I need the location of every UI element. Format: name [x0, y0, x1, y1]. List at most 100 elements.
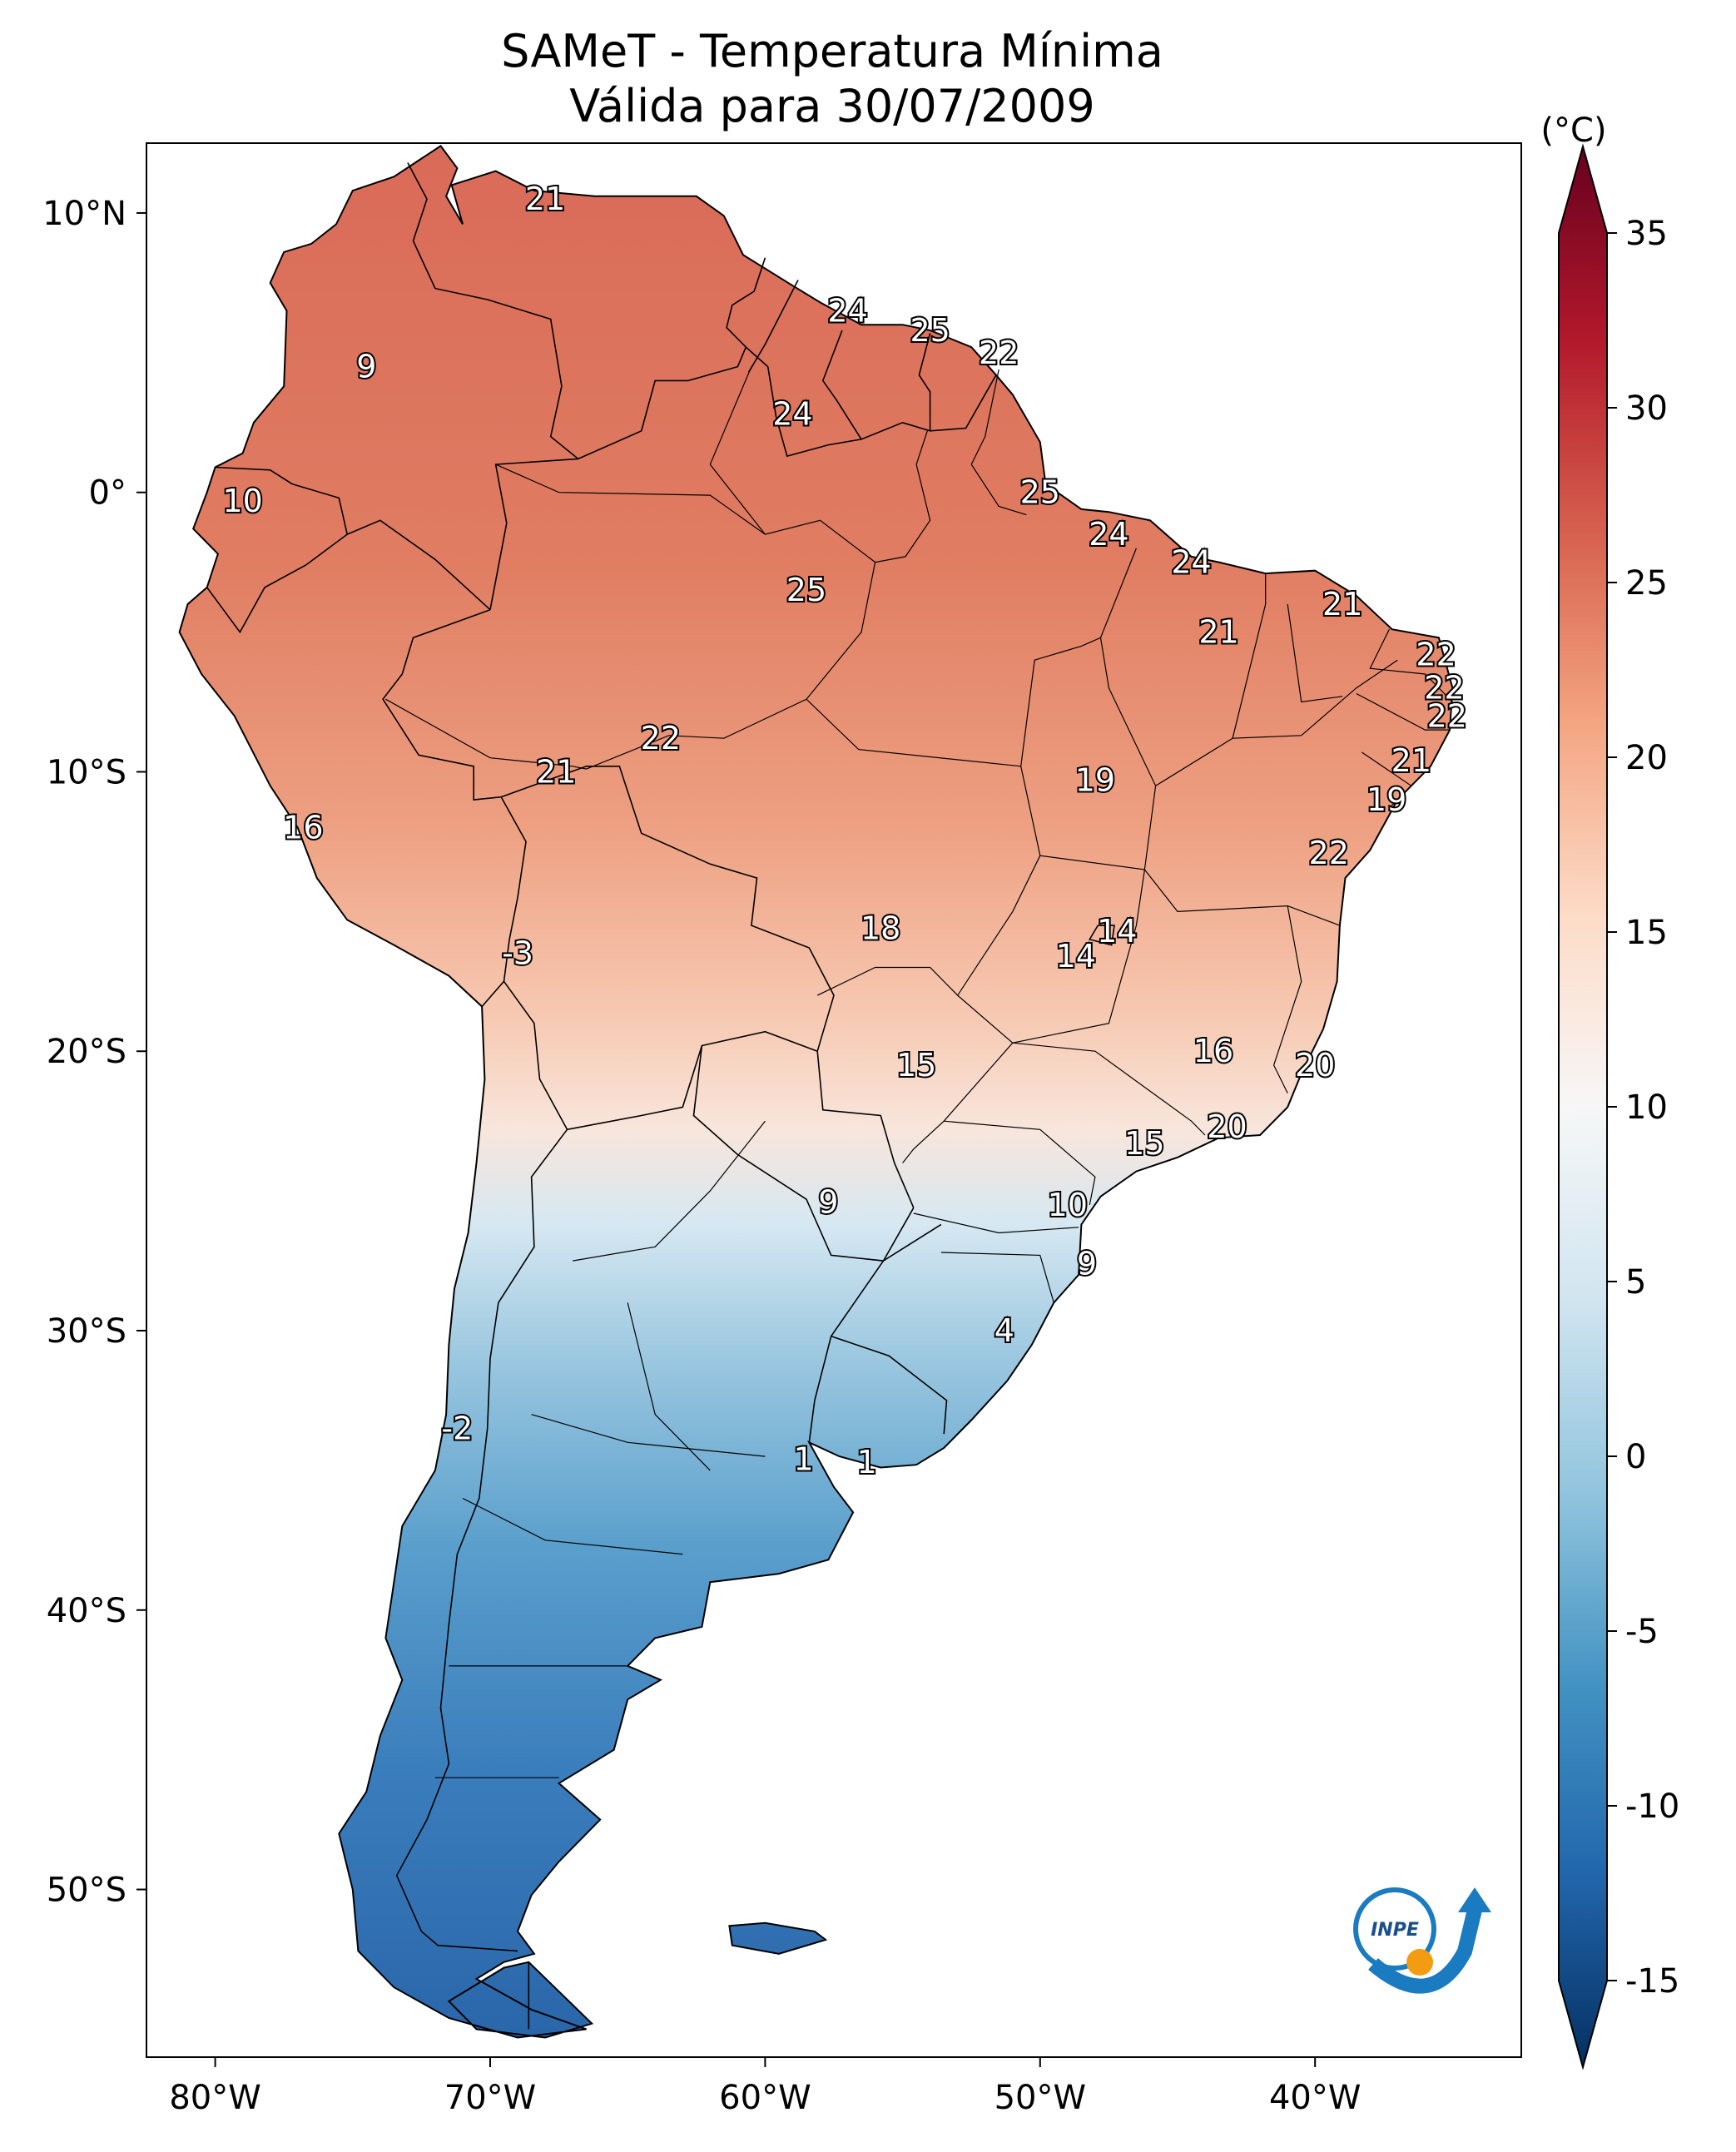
station-label: -2: [441, 1411, 473, 1447]
station-label: 9: [356, 349, 376, 385]
station-label: 10: [222, 483, 262, 519]
state-border: [1369, 628, 1453, 702]
country-border: [567, 1030, 818, 1131]
station-label: -3: [502, 935, 533, 972]
station-label: 20: [1207, 1108, 1247, 1145]
state-border: [572, 1120, 766, 1262]
state-border: [913, 1212, 1079, 1234]
x-tick-label: 80°W: [169, 2079, 260, 2117]
state-border: [1356, 692, 1451, 731]
colorbar-tick-label: 0: [1625, 1438, 1646, 1476]
colorbar-tick-label: 20: [1625, 739, 1668, 777]
station-label: 4: [994, 1312, 1014, 1349]
colorbar-tick-label: -10: [1625, 1788, 1679, 1826]
y-axis-ticks: 10°N 0° 10°S 20°S 30°S 40°S 50°S: [42, 195, 146, 1910]
country-border: [816, 1051, 915, 1208]
map-title: SAMeT - Temperatura Mínima: [501, 25, 1163, 77]
y-tick-label: 50°S: [47, 1872, 126, 1910]
state-border: [1020, 548, 1137, 766]
state-border: [1233, 659, 1398, 739]
station-label: 22: [979, 335, 1019, 371]
station-label: 22: [1309, 835, 1349, 871]
state-border: [627, 1302, 711, 1471]
country-border: [346, 519, 491, 611]
station-label: 16: [1193, 1033, 1233, 1069]
y-tick-label: 10°N: [42, 195, 126, 233]
station-label: 21: [1391, 742, 1431, 779]
state-border: [1272, 905, 1302, 1093]
state-border: [709, 366, 766, 535]
colorbar-scale: [1558, 143, 1608, 2070]
state-border: [816, 966, 959, 996]
station-label: 21: [1322, 586, 1362, 622]
station-label: 1: [794, 1440, 814, 1477]
y-tick-label: 40°S: [47, 1592, 126, 1630]
x-tick-label: 50°W: [994, 2079, 1086, 2117]
x-tick-label: 60°W: [719, 2079, 811, 2117]
y-tick-label: 30°S: [47, 1312, 126, 1351]
country-border: [745, 346, 997, 458]
y-tick-label: 0°: [89, 474, 126, 513]
country-border: [395, 1128, 568, 1952]
inpe-logo: INPE: [1353, 1887, 1491, 1994]
colorbar-tick-label: 25: [1625, 564, 1668, 602]
colorbar-tick-label: 10: [1625, 1088, 1668, 1127]
state-border: [1143, 869, 1341, 926]
state-border: [970, 369, 1027, 516]
station-label: 24: [827, 292, 867, 329]
state-border: [531, 1414, 766, 1457]
station-label: 22: [1427, 697, 1467, 734]
station-label: 15: [1124, 1125, 1164, 1162]
state-border: [902, 1042, 1014, 1163]
station-label: 25: [1020, 474, 1060, 511]
state-border: [586, 698, 1021, 770]
country-border: [1089, 925, 1115, 946]
x-tick-label: 40°W: [1269, 2079, 1361, 2117]
country-borders: [206, 162, 1453, 2030]
station-label: 21: [536, 753, 576, 790]
x-tick-label: 70°W: [444, 2079, 536, 2117]
country-border: [726, 257, 766, 348]
station-label: 16: [283, 810, 323, 846]
station-label: 24: [1089, 516, 1128, 553]
colorbar-tick-label: 35: [1625, 215, 1668, 253]
state-border: [1020, 637, 1157, 870]
station-label: 24: [772, 396, 812, 433]
country-border: [831, 1335, 948, 1435]
state-border: [385, 698, 587, 770]
country-border: [578, 346, 747, 460]
colorbar-tick-label: 30: [1625, 389, 1668, 428]
station-label: 25: [786, 572, 826, 608]
state-border: [944, 1120, 1096, 1206]
state-border: [495, 464, 875, 563]
state-border: [1362, 751, 1412, 809]
x-axis-ticks: 80°W 70°W 60°W 50°W 40°W: [169, 2057, 1361, 2117]
station-label: 21: [1198, 614, 1238, 651]
colorbar-tick-label: 5: [1625, 1263, 1646, 1302]
station-label: 19: [1075, 762, 1115, 799]
station-label: 18: [861, 910, 900, 947]
south-america-landmass: [178, 145, 1454, 2039]
station-label: 10: [1048, 1187, 1088, 1223]
state-border: [806, 430, 931, 700]
station-label: 15: [896, 1047, 936, 1083]
colorbar-tick-label: -15: [1625, 1962, 1679, 2001]
logo-text: INPE: [1371, 1920, 1419, 1941]
country-border: [747, 280, 799, 373]
station-label: 9: [818, 1184, 838, 1221]
station-label: 24: [1171, 544, 1211, 581]
station-label: 1: [857, 1444, 877, 1480]
state-border: [940, 1252, 1054, 1303]
colorbar-ticks: 35 30 25 20 15 10 5 0 -5 -10 -15: [1607, 215, 1679, 2001]
y-tick-label: 20°S: [47, 1033, 126, 1071]
state-border: [1012, 1042, 1206, 1136]
station-label: 19: [1366, 781, 1406, 818]
colorbar: (°C) 35 30 25 20 15 10 5 0 -5 -10 -15: [1540, 112, 1679, 2070]
country-border: [407, 162, 579, 460]
country-border: [821, 330, 862, 440]
map-frame: [146, 142, 1522, 2058]
station-label: 20: [1295, 1047, 1335, 1083]
country-border: [918, 333, 931, 431]
